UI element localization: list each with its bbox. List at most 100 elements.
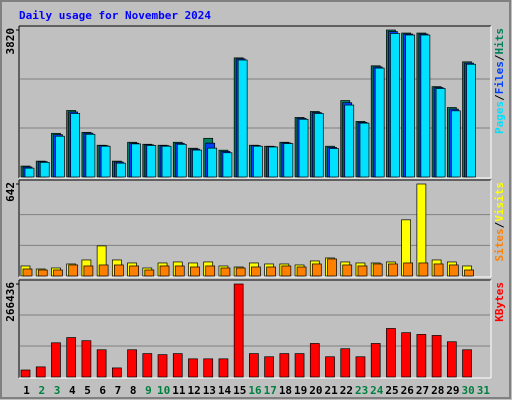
bar [450, 110, 461, 178]
bar [116, 162, 126, 178]
bar [281, 265, 292, 277]
bar [174, 265, 185, 277]
legend-separator: / [493, 94, 506, 101]
bar [264, 356, 274, 378]
bar [249, 353, 259, 378]
x-tick-label: 25 [385, 384, 398, 397]
x-tick-label: 9 [145, 384, 152, 397]
bar [390, 33, 400, 178]
bar [235, 267, 246, 277]
bar [192, 149, 202, 178]
legend-separator: / [493, 54, 506, 61]
legend-entry: Files [493, 61, 506, 94]
bar [85, 133, 96, 178]
legend: Sites/Visits [493, 182, 506, 262]
bar [53, 269, 63, 277]
bar [418, 262, 429, 277]
bar [220, 267, 231, 277]
bar [100, 145, 111, 178]
x-tick-label: 11 [172, 384, 186, 397]
bar [268, 146, 278, 178]
legend-separator: / [493, 221, 506, 228]
bar [146, 145, 157, 178]
bar [131, 143, 141, 178]
bar [344, 104, 355, 178]
x-tick-label: 31 [477, 384, 491, 397]
bar [218, 358, 229, 378]
bar [388, 263, 398, 277]
bar [327, 258, 337, 277]
legend-entry: KBytes [493, 282, 506, 322]
legend-entry: Pages [493, 101, 506, 134]
x-tick-label: 14 [218, 384, 232, 397]
x-tick-label: 18 [279, 384, 292, 397]
bar [294, 353, 305, 378]
bar [359, 122, 370, 178]
bar [98, 264, 109, 277]
bar [37, 269, 48, 277]
bar [340, 348, 351, 378]
y-tick-label: 3820 [4, 28, 17, 55]
x-tick-label: 19 [294, 384, 307, 397]
bar [403, 262, 413, 277]
bar [386, 328, 396, 378]
bar [283, 143, 294, 178]
x-tick-label: 10 [157, 384, 170, 397]
x-tick-label: 23 [355, 384, 368, 397]
bar [51, 342, 61, 378]
x-tick-label: 30 [462, 384, 475, 397]
bar [233, 283, 244, 378]
bar [159, 265, 170, 277]
bar [205, 265, 216, 277]
bar [446, 341, 457, 378]
bar [431, 335, 442, 378]
x-tick-label: 2 [39, 384, 46, 397]
bar [190, 266, 200, 277]
x-tick-label: 17 [264, 384, 277, 397]
legend-entry: Visits [493, 182, 506, 222]
bar [466, 63, 476, 178]
bar [325, 356, 335, 378]
bar [114, 264, 124, 277]
bar [129, 265, 139, 277]
bar [253, 145, 263, 178]
bar [374, 67, 385, 178]
bar [144, 269, 155, 277]
x-tick-label: 6 [99, 384, 106, 397]
x-tick-label: 29 [446, 384, 459, 397]
bar [207, 147, 218, 178]
bar [342, 264, 353, 277]
bar [55, 135, 65, 178]
bar [313, 113, 324, 178]
bar [355, 356, 366, 378]
x-tick-label: 21 [325, 384, 339, 397]
bar [448, 264, 459, 277]
bar [70, 113, 81, 178]
y-tick-label: 266436 [4, 282, 17, 322]
x-tick-label: 5 [84, 384, 91, 397]
bar [266, 266, 276, 277]
bar [24, 167, 35, 178]
bar [416, 334, 427, 378]
bar [222, 152, 233, 178]
bar [420, 34, 431, 178]
bar [22, 268, 33, 277]
x-tick-label: 8 [130, 384, 137, 397]
bar [203, 358, 214, 378]
x-tick-label: 16 [248, 384, 262, 397]
y-tick-label: 642 [4, 182, 17, 202]
bar [296, 266, 307, 277]
bar [464, 269, 474, 277]
bar [416, 183, 427, 277]
bar [112, 367, 122, 378]
bar [370, 343, 381, 378]
bar [161, 145, 172, 178]
bar [66, 337, 77, 378]
x-tick-label: 20 [309, 384, 322, 397]
chart-title: Daily usage for November 2024 [19, 9, 211, 22]
bar [309, 343, 320, 378]
x-tick-label: 13 [203, 384, 216, 397]
bar [433, 263, 444, 277]
bar [372, 263, 383, 277]
bar [68, 264, 79, 277]
